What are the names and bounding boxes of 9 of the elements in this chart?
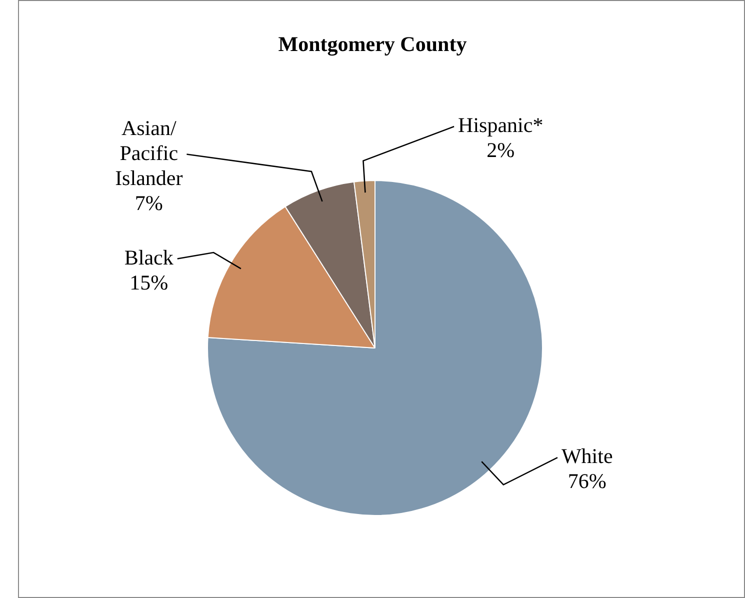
slice-label: Asian/ Pacific Islander: [115, 116, 183, 190]
data-label: 7%: [134, 190, 163, 215]
slice-label: Black: [124, 245, 174, 270]
data-label: 2%: [486, 138, 515, 162]
data-label: 76%: [568, 469, 606, 494]
chart-title: Montgomery County: [277, 32, 468, 57]
slice-label: Hispanic*: [458, 113, 544, 138]
slice-label: White: [561, 444, 613, 468]
data-label: 15%: [130, 270, 168, 294]
